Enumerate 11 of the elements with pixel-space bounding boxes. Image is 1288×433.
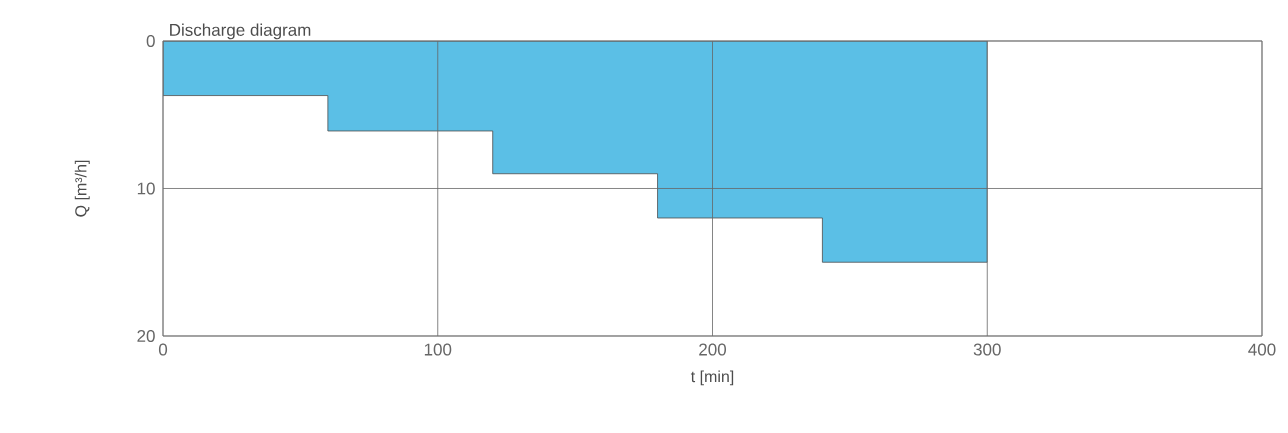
y-tick-label: 0 xyxy=(146,34,155,48)
y-axis-title: Q [m³/h] xyxy=(74,160,90,217)
x-tick-label: 0 xyxy=(158,343,168,356)
y-tick-label: 20 xyxy=(137,329,155,343)
chart-title: Discharge diagram xyxy=(170,23,311,40)
y-tick-label: 10 xyxy=(137,182,155,195)
x-axis-title: t [min] xyxy=(690,370,734,386)
x-tick-label: 100 xyxy=(424,343,452,356)
x-tick-label: 400 xyxy=(1248,343,1276,356)
x-tick-label: 300 xyxy=(973,343,1001,356)
x-tick-label: 200 xyxy=(699,343,727,356)
